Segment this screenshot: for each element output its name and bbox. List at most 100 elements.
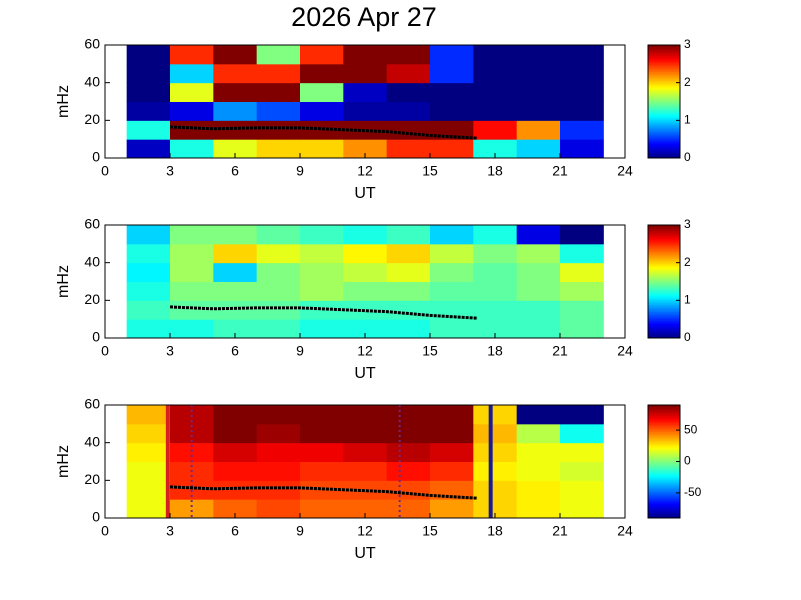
heatmap-cell bbox=[170, 423, 214, 444]
colorbar-step bbox=[648, 276, 680, 279]
heatmap-cell bbox=[430, 319, 474, 339]
colorbar-step bbox=[648, 233, 680, 237]
colorbar-step bbox=[648, 113, 680, 117]
colorbar-step bbox=[648, 136, 680, 140]
heatmap-cell bbox=[386, 281, 431, 301]
colorbar-step bbox=[648, 112, 680, 115]
heatmap-cell bbox=[343, 120, 388, 140]
x-tick-label: 15 bbox=[422, 343, 438, 359]
heatmap-cell bbox=[473, 225, 518, 245]
heatmap-cell bbox=[213, 120, 258, 140]
colorbar-step bbox=[648, 156, 680, 159]
x-tick-label: 0 bbox=[101, 343, 109, 359]
colorbar-step bbox=[648, 438, 680, 441]
colorbar-step bbox=[648, 247, 680, 251]
colorbar-step bbox=[648, 315, 680, 318]
y-axis-label: mHz bbox=[55, 85, 72, 118]
x-tick-label: 12 bbox=[357, 343, 373, 359]
heatmap-cell bbox=[213, 63, 258, 84]
colorbar-step bbox=[648, 487, 680, 491]
heatmap-cell bbox=[386, 405, 431, 425]
colorbar-step bbox=[648, 442, 680, 445]
heatmap-cell bbox=[560, 461, 604, 481]
heatmap-cell bbox=[213, 281, 258, 301]
colorbar-step bbox=[648, 253, 680, 256]
colorbar-step bbox=[648, 82, 680, 85]
colorbar-step bbox=[648, 272, 680, 275]
heatmap-cell bbox=[430, 262, 474, 282]
colorbar-step bbox=[648, 445, 680, 448]
colorbar-step bbox=[648, 484, 680, 487]
colorbar-step bbox=[648, 269, 680, 272]
heatmap-cell bbox=[560, 243, 604, 264]
colorbar-step bbox=[648, 424, 680, 427]
x-tick-label: 0 bbox=[101, 523, 109, 539]
heatmap-cell bbox=[430, 120, 474, 140]
y-axis-label: mHz bbox=[55, 445, 72, 478]
colorbar-step bbox=[648, 145, 680, 148]
heatmap-cell bbox=[126, 63, 171, 84]
heatmap-cell bbox=[386, 319, 431, 339]
colorbar-step bbox=[648, 431, 680, 434]
heatmap-cell bbox=[516, 139, 561, 159]
heatmap-cell bbox=[300, 405, 344, 425]
heatmap-cell bbox=[213, 243, 258, 264]
heatmap-cell bbox=[473, 480, 518, 500]
heatmap-cell bbox=[300, 461, 344, 481]
heatmap-cell bbox=[170, 300, 214, 320]
colorbar-step bbox=[648, 87, 680, 90]
heatmap-cell bbox=[300, 63, 344, 84]
colorbar-step bbox=[648, 420, 680, 424]
colorbar-step bbox=[648, 120, 680, 124]
heatmap-cell bbox=[213, 300, 258, 320]
heatmap-cell bbox=[300, 262, 344, 282]
heatmap-cell bbox=[213, 101, 258, 121]
colorbar-step bbox=[648, 503, 680, 507]
x-tick-label: 6 bbox=[231, 163, 239, 179]
heatmap-cell bbox=[126, 405, 171, 425]
heatmap-cell bbox=[170, 45, 214, 65]
colorbar-tick-label: 0 bbox=[684, 150, 691, 164]
colorbar-step bbox=[648, 417, 680, 420]
x-axis-label: UT bbox=[354, 185, 376, 202]
colorbar-step bbox=[648, 263, 680, 267]
colorbar-step bbox=[648, 299, 680, 302]
heatmap-cell bbox=[170, 262, 214, 282]
colorbar-step bbox=[648, 412, 680, 415]
heatmap-cell bbox=[386, 300, 431, 320]
heatmap-cell bbox=[256, 480, 301, 500]
trace-line bbox=[169, 485, 478, 500]
colorbar-step bbox=[648, 307, 680, 311]
colorbar-step bbox=[648, 293, 680, 297]
colorbar-tick-label: 0 bbox=[684, 454, 691, 468]
colorbar-step bbox=[648, 313, 680, 316]
colorbar-step bbox=[648, 249, 680, 252]
colorbar-step bbox=[648, 304, 680, 307]
colorbar-step bbox=[648, 262, 680, 265]
heatmap-cell bbox=[386, 442, 431, 462]
heatmap-cell bbox=[213, 405, 258, 425]
heatmap-cell bbox=[560, 442, 604, 462]
y-tick-label: 60 bbox=[84, 216, 100, 232]
heatmap-cell bbox=[516, 225, 561, 245]
heatmap-cell bbox=[430, 442, 474, 462]
heatmap-cell bbox=[386, 225, 431, 245]
y-tick-label: 20 bbox=[84, 471, 100, 487]
colorbar-step bbox=[648, 512, 680, 515]
heatmap-cell bbox=[126, 45, 171, 65]
heatmap-cell bbox=[343, 101, 388, 121]
colorbar-step bbox=[648, 242, 680, 245]
colorbar-step bbox=[648, 73, 680, 76]
y-tick-label: 0 bbox=[92, 149, 100, 165]
heatmap-cell bbox=[386, 499, 431, 519]
heatmap-cell bbox=[170, 499, 214, 519]
heatmap-cell bbox=[343, 243, 388, 264]
heatmap-cell bbox=[430, 281, 474, 301]
heatmap-cell bbox=[300, 139, 344, 159]
colorbar-step bbox=[648, 509, 680, 512]
colorbar-step bbox=[648, 334, 680, 337]
heatmap-cell bbox=[430, 300, 474, 320]
colorbar-step bbox=[648, 235, 680, 238]
colorbar-step bbox=[648, 281, 680, 284]
heatmap-cell bbox=[300, 423, 344, 444]
